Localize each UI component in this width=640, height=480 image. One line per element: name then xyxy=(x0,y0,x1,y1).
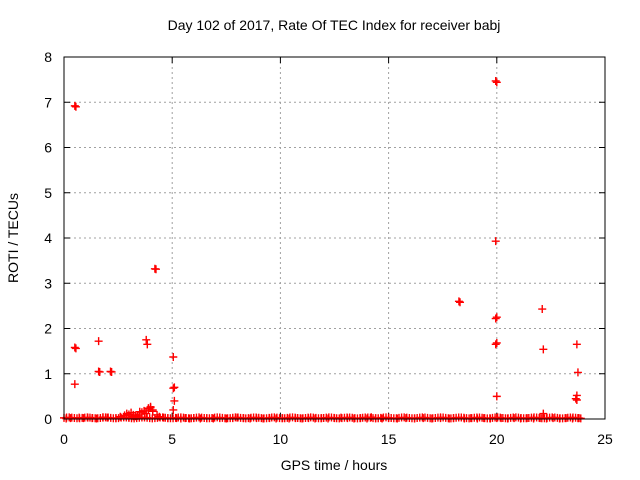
data-point xyxy=(491,237,500,246)
data-point xyxy=(107,367,116,376)
data-point xyxy=(419,414,428,423)
data-point xyxy=(124,413,133,422)
data-point xyxy=(571,394,580,403)
data-point xyxy=(142,335,151,344)
data-points xyxy=(60,76,585,423)
data-point xyxy=(572,395,581,404)
data-point xyxy=(135,407,144,416)
data-point xyxy=(449,414,458,423)
y-tick-label: 8 xyxy=(44,49,52,65)
data-point xyxy=(94,337,103,346)
data-point xyxy=(491,314,500,323)
data-point xyxy=(436,414,445,423)
data-point xyxy=(103,413,112,422)
y-tick-labels: 0 1 2 3 4 5 6 7 8 xyxy=(44,49,52,427)
data-point xyxy=(142,409,151,418)
data-point xyxy=(170,396,179,405)
data-point xyxy=(367,413,376,422)
y-tick-label: 3 xyxy=(44,275,52,291)
x-axis-label: GPS time / hours xyxy=(281,457,388,473)
data-point xyxy=(456,298,465,307)
data-point xyxy=(71,102,80,111)
x-tick-labels: 0 5 10 15 20 25 xyxy=(60,431,613,447)
data-point xyxy=(492,78,501,87)
y-tick-label: 1 xyxy=(44,366,52,382)
data-point xyxy=(539,409,548,418)
data-point xyxy=(492,338,501,347)
data-point xyxy=(491,76,500,85)
data-point xyxy=(491,340,500,349)
data-point xyxy=(151,265,160,274)
y-tick-label: 5 xyxy=(44,185,52,201)
x-tick-label: 15 xyxy=(381,431,397,447)
data-point xyxy=(492,392,501,401)
data-point xyxy=(71,344,80,353)
data-point xyxy=(170,383,179,392)
grid-lines xyxy=(64,57,605,419)
y-tick-label: 2 xyxy=(44,321,52,337)
data-point xyxy=(539,345,548,354)
x-tick-label: 10 xyxy=(273,431,289,447)
data-point xyxy=(384,414,393,423)
data-point xyxy=(454,297,463,306)
x-tick-label: 20 xyxy=(489,431,505,447)
data-point xyxy=(163,414,172,423)
data-point xyxy=(572,340,581,349)
y-tick-label: 7 xyxy=(44,94,52,110)
data-point xyxy=(169,353,178,362)
data-point xyxy=(492,313,501,322)
data-point xyxy=(70,380,79,389)
data-point xyxy=(573,368,582,377)
plot-frame xyxy=(63,56,606,420)
chart-title: Day 102 of 2017, Rate Of TEC Index for r… xyxy=(168,17,501,33)
data-point xyxy=(144,404,153,413)
data-point xyxy=(94,367,103,376)
x-tick-label: 25 xyxy=(597,431,613,447)
data-point xyxy=(538,305,547,314)
y-axis-label: ROTI / TECUs xyxy=(5,193,21,283)
y-tick-label: 6 xyxy=(44,140,52,156)
data-point xyxy=(148,405,157,414)
data-point xyxy=(575,414,584,423)
data-point xyxy=(143,340,152,349)
data-point xyxy=(70,343,79,352)
y-tick-label: 0 xyxy=(44,411,52,427)
x-tick-label: 5 xyxy=(168,431,176,447)
y-tick-label: 4 xyxy=(44,230,52,246)
data-point xyxy=(169,405,178,414)
x-tick-label: 0 xyxy=(60,431,68,447)
data-point xyxy=(169,384,178,393)
data-point xyxy=(401,414,410,423)
data-point xyxy=(66,414,75,423)
data-point xyxy=(131,411,140,420)
data-point xyxy=(70,101,79,110)
data-point xyxy=(111,414,120,423)
